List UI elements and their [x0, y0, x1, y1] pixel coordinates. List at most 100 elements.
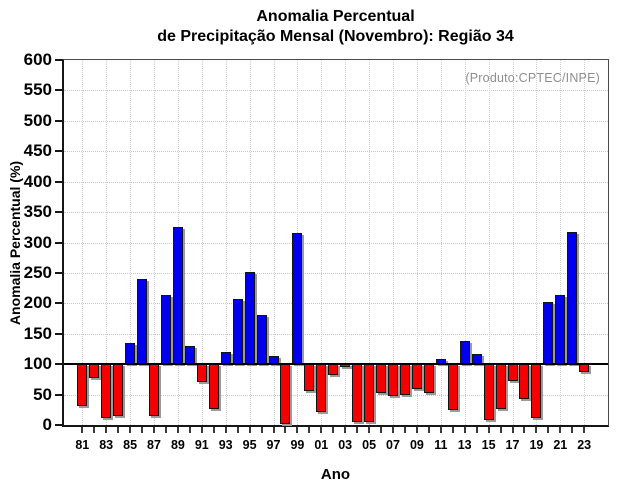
bar-00 — [304, 364, 315, 391]
bar-96 — [256, 314, 267, 365]
y-tick — [55, 150, 62, 153]
x-tick — [463, 427, 466, 433]
x-tick — [523, 427, 526, 433]
x-tick-label: 87 — [147, 438, 161, 452]
y-tick — [55, 211, 62, 214]
bar-02 — [328, 364, 339, 376]
product-annotation: (Produto:CPTEC/INPE) — [465, 71, 600, 85]
y-tick-label: 450 — [23, 141, 52, 161]
x-tick — [200, 427, 203, 433]
y-tick — [55, 89, 62, 92]
y-tick-label: 350 — [23, 202, 52, 222]
bar-99 — [292, 232, 303, 365]
x-tick — [547, 427, 550, 433]
x-tick — [212, 427, 215, 433]
chart-title-line2: de Precipitação Mensal (Novembro): Regiã… — [157, 28, 514, 45]
y-tick-label: 50 — [33, 384, 52, 404]
y-tick-label: 200 — [23, 293, 52, 313]
v-gridline — [393, 60, 394, 425]
x-tick — [284, 427, 287, 433]
v-gridline — [130, 60, 132, 425]
x-tick — [332, 427, 335, 433]
x-tick-label: 03 — [338, 438, 353, 452]
plot-area: (Produto:CPTEC/INPE) 0 50 100 150 200 250 300 3… — [24, 50, 609, 452]
h-gridline — [64, 181, 608, 183]
x-tick — [308, 427, 311, 433]
chart-title-line1: Anomalia Percentual — [256, 8, 415, 25]
bar-05 — [364, 364, 375, 422]
y-tick — [55, 302, 62, 305]
x-tick — [320, 427, 323, 433]
y-tick — [55, 332, 62, 335]
x-tick — [272, 427, 275, 433]
bar-07 — [388, 364, 398, 396]
x-tick — [93, 427, 96, 433]
x-tick — [236, 427, 239, 433]
bar-82 — [89, 364, 100, 379]
x-tick-label: 97 — [266, 438, 281, 452]
bar-04 — [352, 364, 363, 422]
x-tick — [153, 427, 155, 433]
v-gridline — [560, 60, 562, 425]
baseline-100 — [64, 363, 608, 366]
v-gridline — [201, 60, 203, 425]
bar-12 — [447, 364, 458, 410]
x-tick — [451, 427, 454, 433]
bar-86 — [137, 279, 148, 365]
bar-15 — [483, 364, 494, 420]
x-tick-label: 91 — [194, 438, 209, 452]
y-tick — [55, 59, 62, 61]
y-tick-label: 100 — [23, 354, 52, 374]
bar-16 — [495, 364, 506, 409]
x-tick — [511, 427, 514, 433]
x-tick-label: 81 — [75, 438, 90, 452]
x-tick — [248, 427, 251, 433]
bar-23 — [579, 364, 590, 373]
x-tick — [583, 427, 586, 433]
v-gridline — [584, 60, 586, 425]
x-tick — [487, 427, 490, 433]
h-gridline — [64, 272, 608, 274]
x-tick — [105, 427, 108, 433]
bar-95 — [244, 272, 255, 365]
x-tick-label: 83 — [99, 438, 114, 452]
y-tick-label: 550 — [23, 80, 52, 100]
x-tick — [439, 427, 442, 433]
x-tick-label: 23 — [577, 438, 592, 452]
x-tick — [427, 427, 430, 433]
y-tick — [55, 180, 62, 183]
x-tick — [260, 427, 263, 433]
y-tick-label: 400 — [23, 171, 52, 191]
bar-19 — [531, 364, 542, 419]
x-tick — [368, 427, 371, 433]
y-tick — [55, 271, 62, 274]
v-gridline — [249, 60, 251, 425]
h-gridline — [64, 394, 608, 396]
x-tick — [176, 427, 179, 433]
bar-81 — [77, 364, 88, 406]
y-tick-label: 500 — [23, 110, 52, 130]
v-gridline — [321, 60, 323, 425]
x-tick — [392, 427, 394, 433]
x-tick — [499, 427, 502, 433]
x-tick-label: 17 — [505, 438, 520, 452]
x-tick — [571, 427, 574, 433]
x-tick-label: 09 — [409, 438, 424, 452]
bar-83 — [101, 364, 112, 419]
v-gridline — [536, 60, 538, 425]
bar-18 — [519, 364, 530, 400]
v-gridline — [345, 60, 347, 425]
bar-08 — [399, 364, 410, 396]
bar-88 — [160, 294, 171, 365]
x-tick — [403, 427, 406, 433]
bar-22 — [567, 232, 578, 365]
bar-09 — [411, 364, 422, 390]
y-tick-label: 600 — [23, 50, 52, 69]
bar-20 — [543, 301, 554, 365]
x-tick — [380, 427, 383, 433]
y-tick — [55, 241, 62, 244]
v-gridline — [416, 60, 418, 425]
h-gridline — [64, 212, 608, 214]
x-axis-label: Ano — [320, 466, 351, 483]
